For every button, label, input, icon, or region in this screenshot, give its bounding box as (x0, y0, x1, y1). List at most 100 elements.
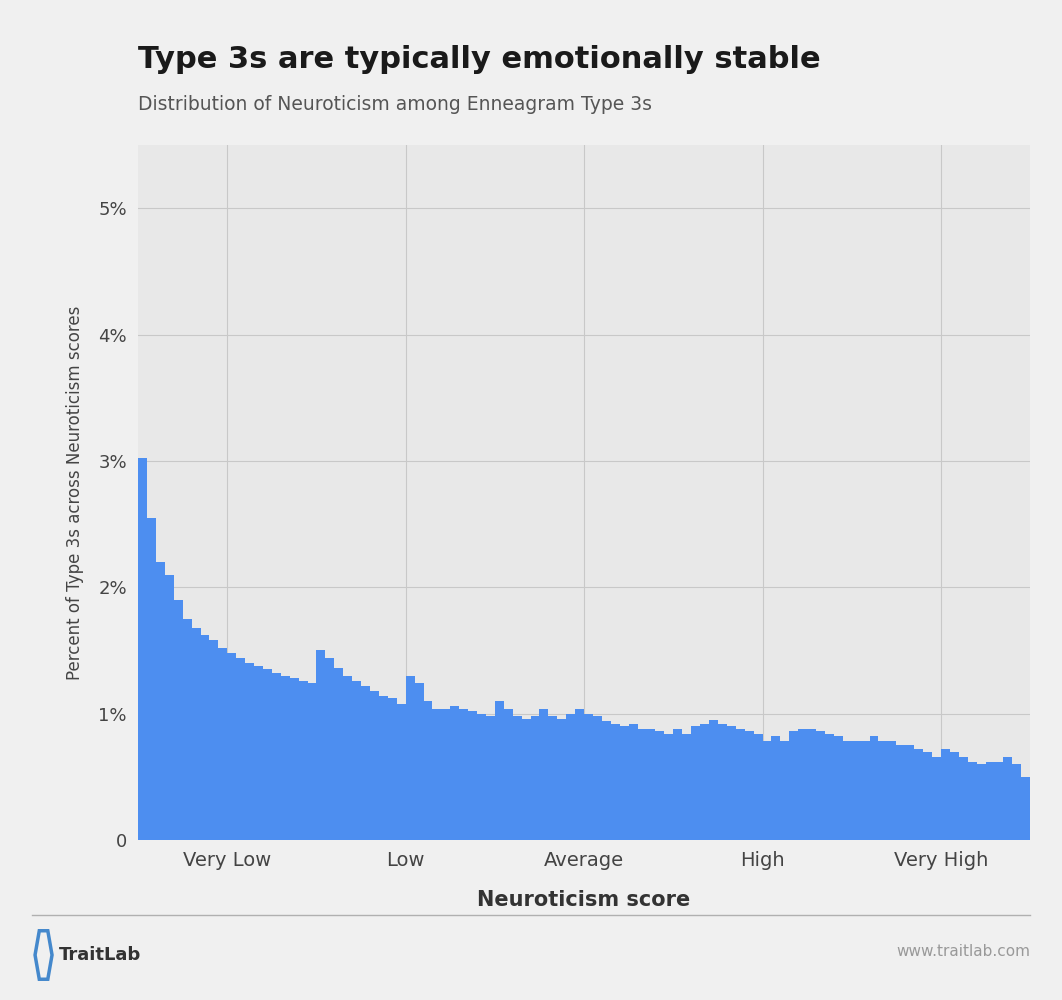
X-axis label: Neuroticism score: Neuroticism score (478, 890, 690, 910)
Bar (700, 724, 709, 840)
Bar (852, 741, 860, 840)
Bar (816, 731, 825, 840)
Bar (1012, 764, 1022, 840)
Bar (174, 600, 183, 840)
Bar (219, 648, 227, 840)
Bar (191, 628, 201, 840)
Bar (513, 716, 521, 840)
Bar (450, 706, 459, 840)
Bar (432, 709, 442, 840)
Bar (558, 719, 566, 840)
Bar (718, 724, 726, 840)
Bar (637, 729, 647, 840)
Bar (459, 709, 468, 840)
Bar (254, 666, 263, 840)
Text: Distribution of Neuroticism among Enneagram Type 3s: Distribution of Neuroticism among Enneag… (138, 95, 652, 114)
Bar (870, 736, 878, 840)
Bar (959, 757, 967, 840)
Bar (477, 714, 486, 840)
Bar (905, 745, 914, 840)
Bar (789, 731, 799, 840)
Bar (888, 741, 896, 840)
Bar (521, 719, 531, 840)
Bar (165, 575, 174, 840)
Bar (548, 716, 558, 840)
Bar (941, 749, 949, 840)
Bar (138, 458, 147, 840)
Bar (754, 734, 763, 840)
Bar (263, 669, 272, 840)
Bar (584, 714, 593, 840)
Bar (994, 762, 1004, 840)
Bar (977, 764, 986, 840)
Bar (414, 683, 424, 840)
Bar (781, 741, 789, 840)
Text: www.traitlab.com: www.traitlab.com (896, 944, 1030, 960)
Bar (388, 698, 397, 840)
Bar (726, 726, 736, 840)
Bar (1004, 757, 1012, 840)
Bar (860, 741, 870, 840)
Bar (227, 653, 236, 840)
Bar (576, 709, 584, 840)
Bar (397, 704, 406, 840)
Bar (503, 709, 513, 840)
Bar (986, 762, 994, 840)
Bar (353, 681, 361, 840)
Bar (923, 752, 932, 840)
Bar (629, 724, 637, 840)
Bar (468, 711, 477, 840)
Bar (406, 676, 414, 840)
Bar (665, 734, 673, 840)
Bar (878, 741, 888, 840)
Bar (290, 678, 298, 840)
Bar (442, 709, 450, 840)
Y-axis label: Percent of Type 3s across Neuroticism scores: Percent of Type 3s across Neuroticism sc… (67, 305, 85, 680)
Bar (655, 731, 665, 840)
Bar (843, 741, 852, 840)
Bar (736, 729, 744, 840)
Bar (539, 709, 548, 840)
Bar (156, 562, 165, 840)
Bar (771, 736, 781, 840)
Bar (799, 729, 807, 840)
Bar (932, 757, 941, 840)
Bar (673, 729, 682, 840)
Bar (682, 734, 691, 840)
Bar (272, 673, 280, 840)
Bar (147, 518, 156, 840)
Bar (611, 724, 620, 840)
Bar (424, 701, 432, 840)
Bar (834, 736, 843, 840)
Bar (763, 741, 771, 840)
Text: Type 3s are typically emotionally stable: Type 3s are typically emotionally stable (138, 45, 821, 74)
Bar (495, 701, 503, 840)
Bar (709, 720, 718, 840)
Text: TraitLab: TraitLab (58, 946, 140, 964)
Bar (807, 729, 816, 840)
Bar (691, 726, 700, 840)
Bar (825, 734, 834, 840)
Bar (602, 721, 611, 840)
Bar (316, 650, 325, 840)
Bar (201, 635, 209, 840)
Bar (280, 676, 290, 840)
Bar (209, 640, 219, 840)
Bar (245, 663, 254, 840)
Bar (1022, 777, 1030, 840)
Bar (335, 668, 343, 840)
Bar (183, 619, 191, 840)
Bar (370, 691, 379, 840)
Bar (308, 683, 316, 840)
Bar (744, 731, 754, 840)
Bar (949, 752, 959, 840)
Bar (967, 762, 977, 840)
Bar (236, 658, 245, 840)
Bar (566, 714, 576, 840)
Bar (298, 681, 308, 840)
Bar (593, 716, 602, 840)
Bar (914, 749, 923, 840)
Bar (896, 745, 905, 840)
Bar (379, 696, 388, 840)
Bar (343, 676, 353, 840)
